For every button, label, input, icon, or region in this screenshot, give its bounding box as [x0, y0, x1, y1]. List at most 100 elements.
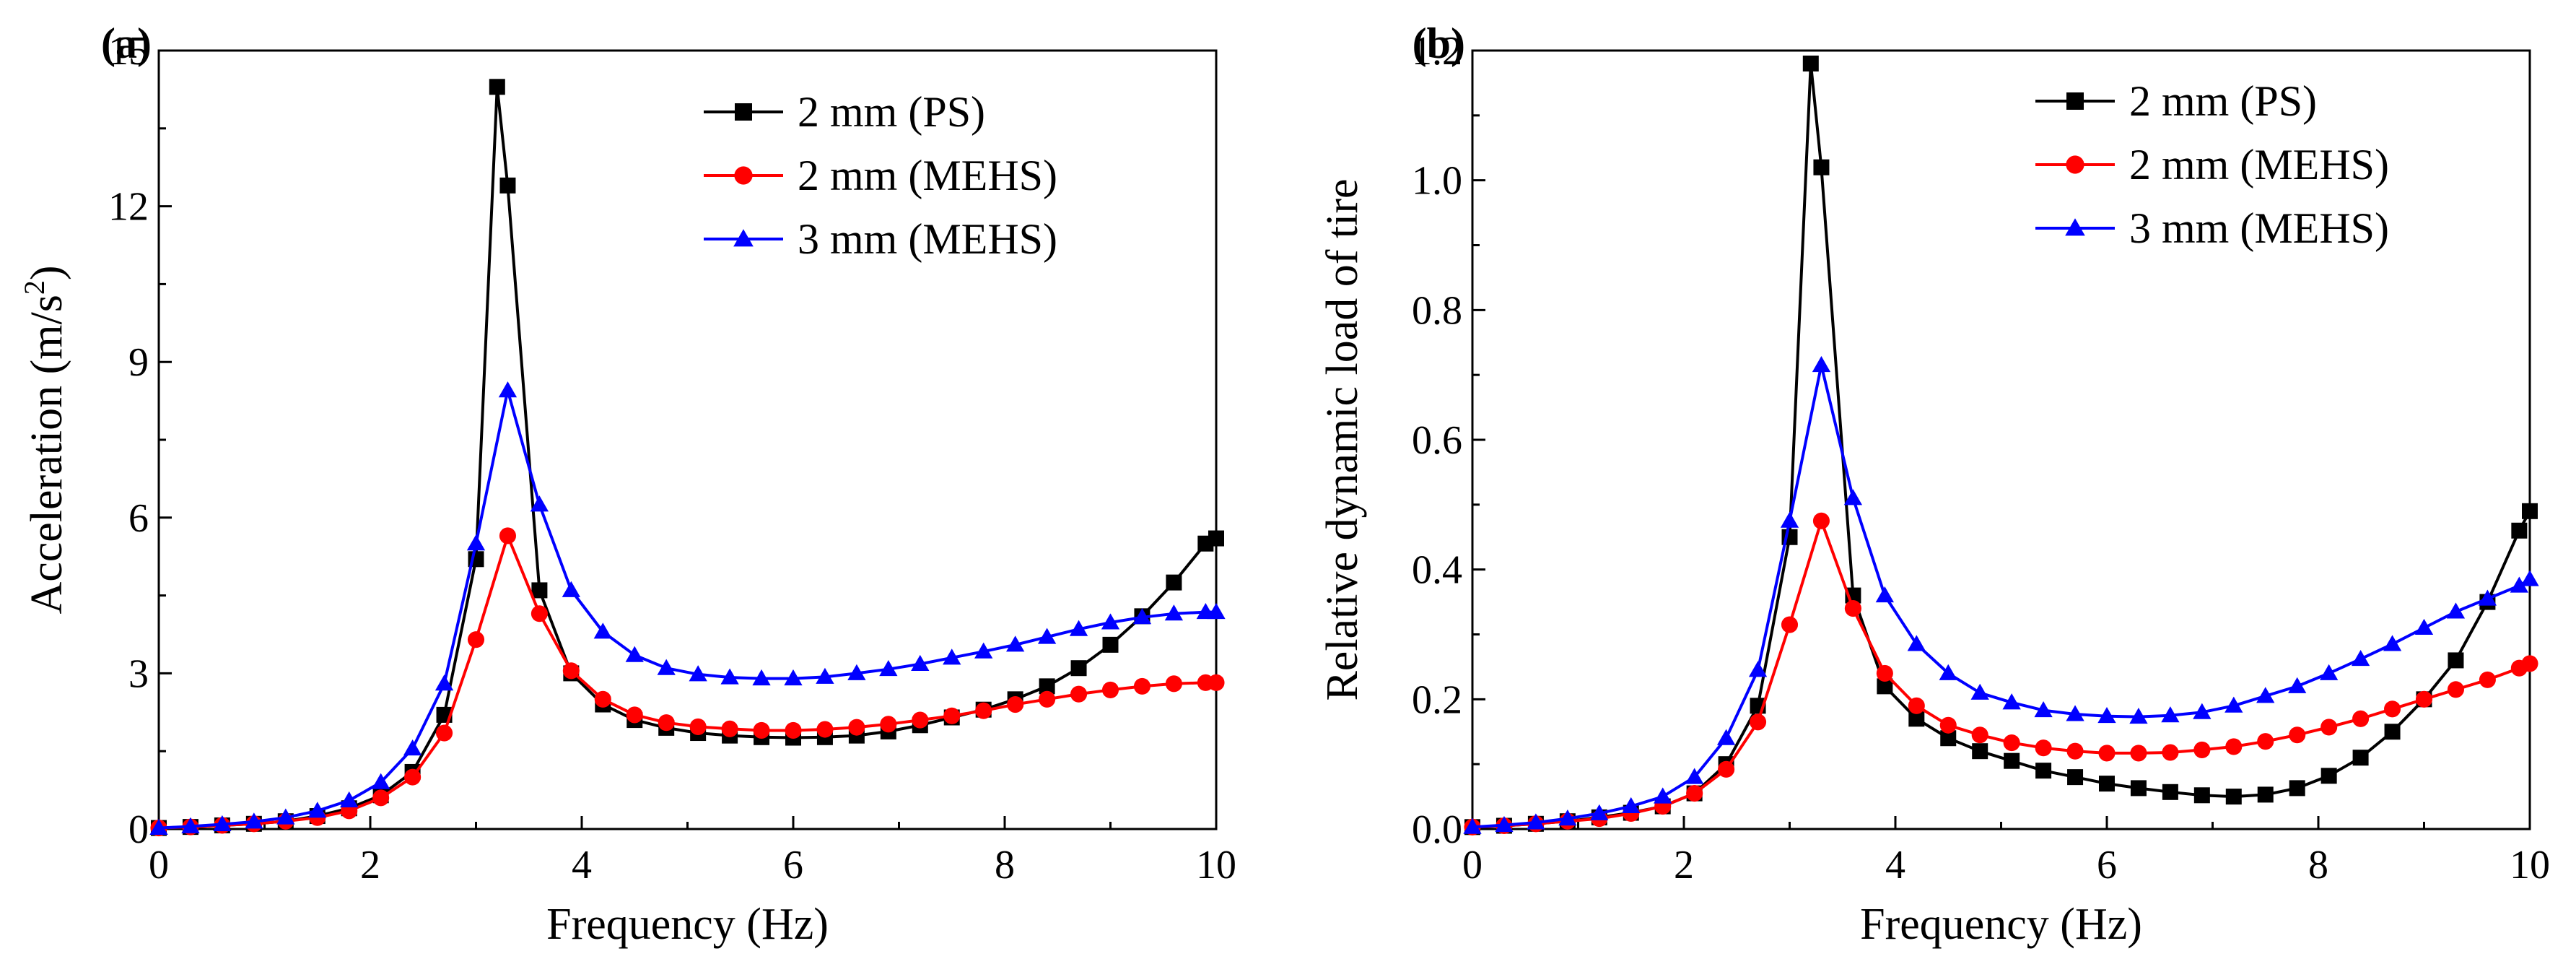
y-tick-label: 6 [128, 496, 149, 541]
data-point [2193, 787, 2210, 804]
data-point [2352, 710, 2370, 727]
data-point [625, 646, 644, 662]
x-tick-label: 10 [1196, 843, 1236, 888]
data-point [1039, 678, 1055, 695]
data-point [2520, 570, 2539, 586]
data-point [2414, 618, 2434, 635]
data-point [2384, 724, 2401, 740]
data-point [404, 768, 422, 786]
data-point [2522, 503, 2538, 519]
data-point [1622, 797, 1641, 814]
y-axis-title-main: Relative dynamic load of tire [1318, 178, 1367, 700]
data-point [1654, 787, 1672, 804]
data-point [1780, 511, 1799, 528]
legend-marker [2066, 92, 2084, 110]
data-point [2066, 705, 2084, 721]
data-point [2130, 745, 2147, 762]
data-point [1908, 697, 1925, 714]
legend-marker [733, 229, 754, 247]
data-point [689, 665, 707, 682]
data-point [1686, 785, 1703, 802]
data-point [1101, 681, 1119, 698]
data-point [2511, 522, 2528, 539]
legend-label: 3 mm (MEHS) [2129, 204, 2389, 252]
data-point [943, 707, 961, 724]
data-point [2066, 742, 2084, 760]
data-point [594, 690, 611, 708]
data-point [1039, 690, 1056, 708]
data-point [2225, 738, 2243, 755]
data-point [1165, 675, 1182, 693]
data-point [403, 739, 422, 756]
legend-label: 2 mm (MEHS) [2129, 141, 2389, 188]
data-point [657, 659, 676, 675]
data-point [848, 719, 865, 736]
data-point [975, 702, 992, 719]
data-point [2098, 745, 2116, 762]
y-tick-label: 1.0 [1412, 159, 1462, 204]
y-tick-label: 15 [108, 29, 149, 74]
data-point [1718, 760, 1735, 778]
data-point [499, 527, 516, 544]
data-point [2320, 719, 2338, 736]
plot-frame [157, 49, 1218, 830]
data-point [562, 581, 580, 597]
data-point [720, 668, 739, 685]
data-point [466, 534, 486, 551]
x-tick-label: 4 [1885, 843, 1905, 888]
data-point [562, 662, 580, 680]
data-point [2479, 671, 2496, 688]
data-point [1940, 730, 1957, 747]
x-tick-label: 0 [1462, 843, 1483, 888]
panel-label: (b) [1413, 19, 1465, 67]
x-tick-label: 4 [572, 843, 592, 888]
data-point [1971, 726, 1988, 744]
data-point [1907, 635, 1926, 651]
data-point [785, 721, 802, 739]
series-2-mm-mehs [1464, 512, 2538, 836]
data-point [372, 789, 390, 807]
data-point [1208, 674, 1225, 691]
data-point [1006, 635, 1025, 652]
data-point [1875, 586, 1894, 603]
data-point [1685, 768, 1704, 784]
data-point [1876, 664, 1893, 682]
data-point [752, 669, 771, 686]
data-point [2257, 733, 2274, 750]
data-point [2130, 780, 2147, 797]
x-tick-label: 2 [1674, 843, 1694, 888]
data-point [2004, 752, 2020, 769]
x-axis-title: Frequency (Hz) [1860, 900, 2142, 949]
x-tick-label: 0 [149, 843, 169, 888]
legend: 2 mm (PS) 2 mm (MEHS) 3 mm (MEHS) [704, 88, 1057, 263]
y-tick-label: 0.6 [1412, 418, 1462, 463]
data-point [1070, 660, 1087, 677]
data-point [626, 706, 643, 724]
data-point [753, 721, 770, 739]
data-point [1970, 683, 1989, 700]
data-point [245, 812, 263, 829]
x-tick-label: 6 [783, 843, 803, 888]
data-point [435, 674, 454, 691]
data-point [593, 622, 612, 639]
data-point [1781, 616, 1799, 633]
data-point [1208, 530, 1224, 547]
data-point [2193, 703, 2212, 719]
tire-load-chart-panel: 0 2 4 6 8 10 0.0 0.2 0.4 0.6 0.8 1.0 1.2 Frequency (H… [1318, 19, 2550, 949]
y-tick-label: 0.0 [1412, 807, 1462, 852]
x-tick-label: 10 [2510, 843, 2550, 888]
legend-label: 3 mm (MEHS) [798, 215, 1057, 263]
y-axis-title-main: Acceleration (m/s [22, 295, 71, 614]
data-point [2351, 649, 2370, 667]
y-axis-title-end: ) [22, 265, 71, 280]
data-point [2320, 664, 2339, 680]
data-point [1463, 817, 1482, 834]
data-point [911, 654, 930, 671]
y-axis-title: Acceleration (m/s2) [18, 265, 71, 614]
y-axis-title-superscript: 2 [18, 280, 51, 295]
legend-marker [2065, 218, 2085, 236]
data-point [1813, 159, 1830, 175]
data-point [1812, 512, 1830, 529]
data-point [2099, 776, 2115, 792]
x-tick-label: 8 [995, 843, 1015, 888]
